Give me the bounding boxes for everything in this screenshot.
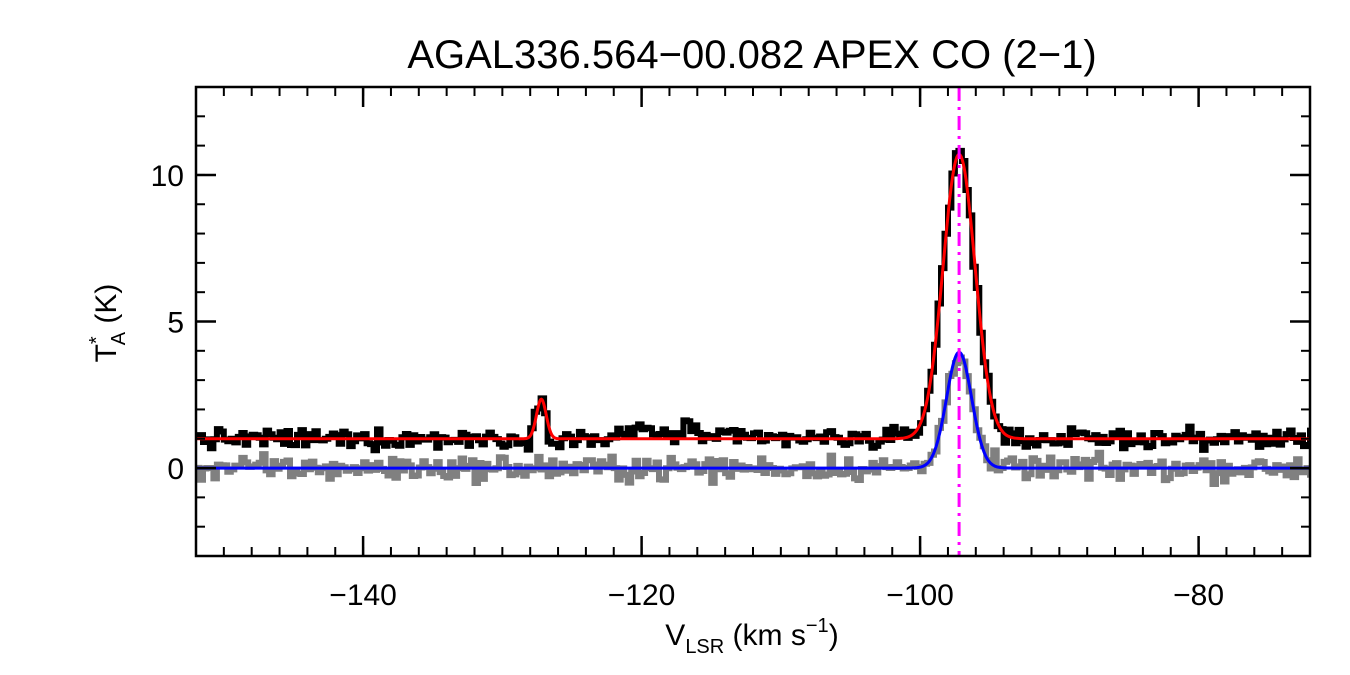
x-axis-label-unit-close: ) bbox=[829, 619, 839, 652]
y-tick-label: 10 bbox=[151, 160, 184, 193]
x-tick-label: −80 bbox=[1173, 579, 1224, 612]
red-fit-line bbox=[196, 152, 1310, 441]
y-axis-label-sub: A bbox=[108, 331, 130, 345]
gray-spectrum-line bbox=[196, 354, 1310, 487]
y-tick-label: 0 bbox=[167, 453, 184, 486]
x-axis-label-main: V bbox=[665, 619, 685, 652]
x-axis-label: VLSR (km s−1) bbox=[665, 615, 838, 658]
x-axis-label-unit: (km s bbox=[724, 619, 806, 652]
y-axis-ticks: 0 5 10 bbox=[151, 86, 1310, 557]
y-axis-label-sup: * bbox=[86, 336, 108, 344]
x-tick-label: −100 bbox=[886, 579, 954, 612]
observed-spectrum-line bbox=[196, 147, 1310, 454]
y-tick-label: 5 bbox=[167, 307, 184, 340]
y-axis-label-unit: (K) bbox=[90, 284, 123, 332]
chart-title: AGAL336.564−00.082 APEX CO (2−1) bbox=[407, 33, 1096, 77]
x-axis-label-unit-sup: −1 bbox=[806, 615, 829, 637]
x-tick-label: −120 bbox=[608, 579, 676, 612]
x-axis-ticks: −140 −120 −100 −80 bbox=[195, 87, 1311, 612]
x-tick-label: −140 bbox=[329, 579, 397, 612]
plot-area bbox=[196, 87, 1310, 556]
blue-fit-line bbox=[196, 350, 1310, 470]
x-axis-label-sub: LSR bbox=[685, 636, 724, 658]
y-axis-label: T*A (K) bbox=[86, 284, 130, 363]
y-axis-label-main: T bbox=[90, 344, 123, 362]
plot-frame bbox=[194, 85, 1312, 558]
